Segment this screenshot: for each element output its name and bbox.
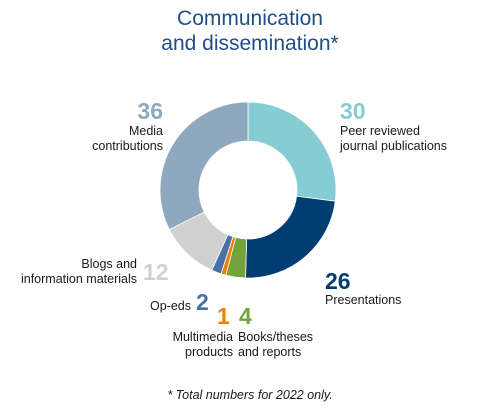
slice-1 bbox=[245, 195, 336, 279]
chart-title-line-1: Communication bbox=[177, 7, 323, 30]
label-media: Media contributions bbox=[92, 124, 163, 153]
chart-title: Communication and dissemination* bbox=[0, 6, 500, 56]
value-opeds: 2 bbox=[196, 289, 209, 315]
value-multimedia: 1 bbox=[217, 303, 230, 329]
chart-title-line-2: and dissemination* bbox=[161, 32, 339, 55]
label-books: Books/theses and reports bbox=[238, 330, 314, 359]
value-books: 4 bbox=[239, 303, 252, 329]
slice-6 bbox=[159, 101, 249, 231]
value-media: 36 bbox=[137, 98, 163, 124]
value-blogs: 12 bbox=[143, 259, 169, 285]
label-multimedia: Multimedia products bbox=[172, 330, 233, 359]
value-presentations: 26 bbox=[325, 268, 351, 294]
label-blogs: Blogs and information materials bbox=[20, 257, 137, 286]
label-opeds: Op-eds bbox=[150, 299, 191, 313]
value-peer-reviewed: 30 bbox=[340, 98, 366, 124]
footnote: * Total numbers for 2022 only. bbox=[167, 388, 333, 402]
slice-0 bbox=[247, 101, 337, 202]
label-presentations: Presentations bbox=[325, 293, 402, 307]
label-peer-reviewed: Peer reviewed journal publications bbox=[340, 124, 448, 153]
